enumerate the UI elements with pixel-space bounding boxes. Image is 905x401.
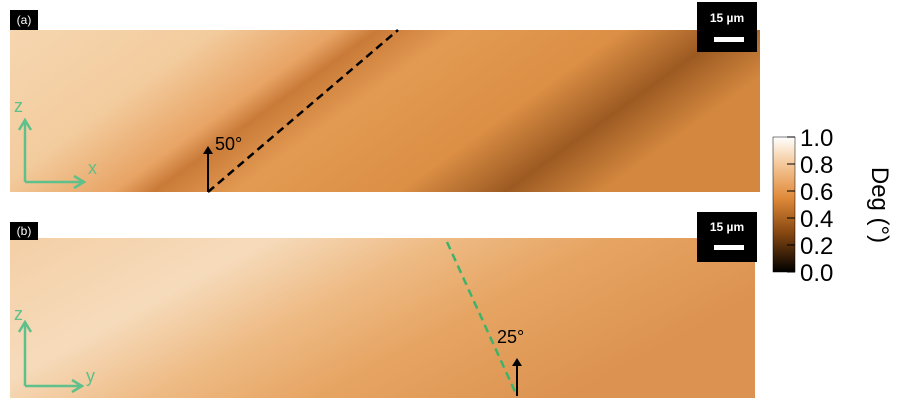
tick-label: 0.0	[800, 260, 833, 287]
axis-label: y	[86, 366, 95, 386]
scale-bar-text: 15 µm	[710, 11, 744, 25]
angle-label: 50°	[215, 134, 242, 154]
axis-label: x	[88, 158, 97, 178]
map-image	[10, 30, 760, 192]
tick-label: 1.0	[800, 125, 833, 152]
map-image	[10, 238, 755, 398]
scale-bar	[714, 245, 744, 250]
scale-box	[697, 2, 757, 52]
tick-label: 0.2	[800, 233, 833, 260]
tick-label: 0.6	[800, 179, 833, 206]
tick-label: 0.4	[800, 206, 833, 233]
scale-bar-text: 15 µm	[710, 220, 744, 234]
panel-label: (b)	[17, 224, 32, 238]
axis-label: z	[14, 96, 23, 116]
scale-bar	[714, 37, 744, 42]
angle-label: 25°	[497, 327, 524, 347]
panel-label: (a)	[17, 13, 32, 27]
tick-label: 0.8	[800, 152, 833, 179]
figure: (a) 15 µm 50° z x (b) 15 µm 25° z y Deg …	[0, 0, 905, 401]
axis-label: z	[14, 304, 23, 324]
colorbar-label: Deg (°)	[866, 167, 893, 243]
colorbar	[773, 137, 795, 272]
